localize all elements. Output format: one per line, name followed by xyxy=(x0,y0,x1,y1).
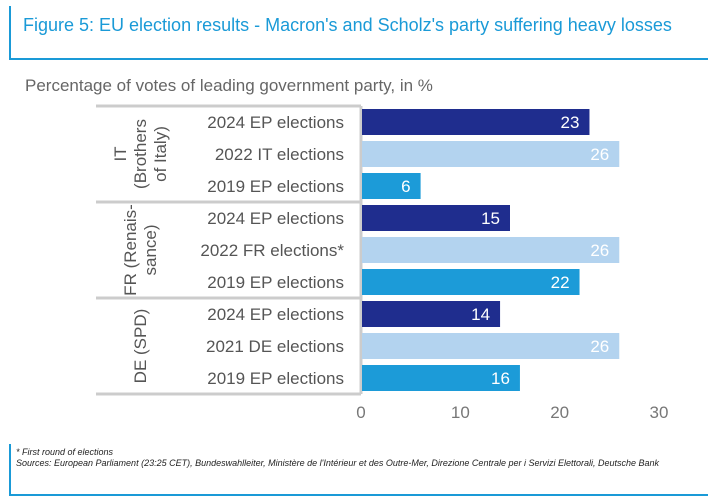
data-label: 15 xyxy=(481,209,500,228)
group-label-1: IT(Brothersof Italy) xyxy=(111,119,170,189)
bar xyxy=(362,237,620,263)
figure-title: Figure 5: EU election results - Macron's… xyxy=(23,15,672,35)
x-tick-label: 10 xyxy=(451,403,470,422)
bar-label: 2019 EP elections xyxy=(207,177,344,196)
chart-subtitle: Percentage of votes of leading governmen… xyxy=(25,76,433,95)
bar xyxy=(362,333,620,359)
footnote: * First round of elections xyxy=(16,447,114,457)
x-tick-label: 20 xyxy=(550,403,569,422)
data-label: 26 xyxy=(590,337,609,356)
bar xyxy=(362,141,620,167)
group-label-line: of Italy) xyxy=(151,126,170,182)
bar-label: 2019 EP elections xyxy=(207,369,344,388)
sources-note: Sources: European Parliament (23:25 CET)… xyxy=(16,458,660,468)
group-label-line: DE (SPD) xyxy=(131,309,150,384)
bar xyxy=(362,173,421,199)
bar xyxy=(362,301,501,327)
bar xyxy=(362,205,510,231)
bar-label: 2024 EP elections xyxy=(207,209,344,228)
group-label-line: (Brothers xyxy=(131,119,150,189)
bar-label: 2022 IT elections xyxy=(215,145,344,164)
data-label: 6 xyxy=(401,177,410,196)
bar xyxy=(362,109,590,135)
data-label: 22 xyxy=(551,273,570,292)
group-label-3: DE (SPD) xyxy=(131,309,150,384)
data-label: 16 xyxy=(491,369,510,388)
bar-label: 2019 EP elections xyxy=(207,273,344,292)
bar-label: 2021 DE elections xyxy=(206,337,344,356)
bar-label: 2024 EP elections xyxy=(207,113,344,132)
x-tick-label: 30 xyxy=(650,403,669,422)
data-label: 14 xyxy=(471,305,490,324)
bar xyxy=(362,365,520,391)
group-label-line: FR (Renais- xyxy=(121,204,140,296)
data-label: 23 xyxy=(561,113,580,132)
bar-label: 2024 EP elections xyxy=(207,305,344,324)
x-tick-label: 0 xyxy=(356,403,365,422)
data-label: 26 xyxy=(590,241,609,260)
group-label-2: FR (Renais-sance) xyxy=(121,204,160,296)
bar xyxy=(362,269,580,295)
data-label: 26 xyxy=(590,145,609,164)
bar-chart: IT(Brothersof Italy) 2024 EP elections 23 2… xyxy=(96,104,669,422)
group-label-line: IT xyxy=(111,146,130,161)
title-bar: Figure 5: EU election results - Macron's… xyxy=(9,6,708,60)
group-label-line: sance) xyxy=(141,224,160,275)
bar-label: 2022 FR elections* xyxy=(200,241,344,260)
footer: * First round of elections Sources: Euro… xyxy=(9,444,708,496)
